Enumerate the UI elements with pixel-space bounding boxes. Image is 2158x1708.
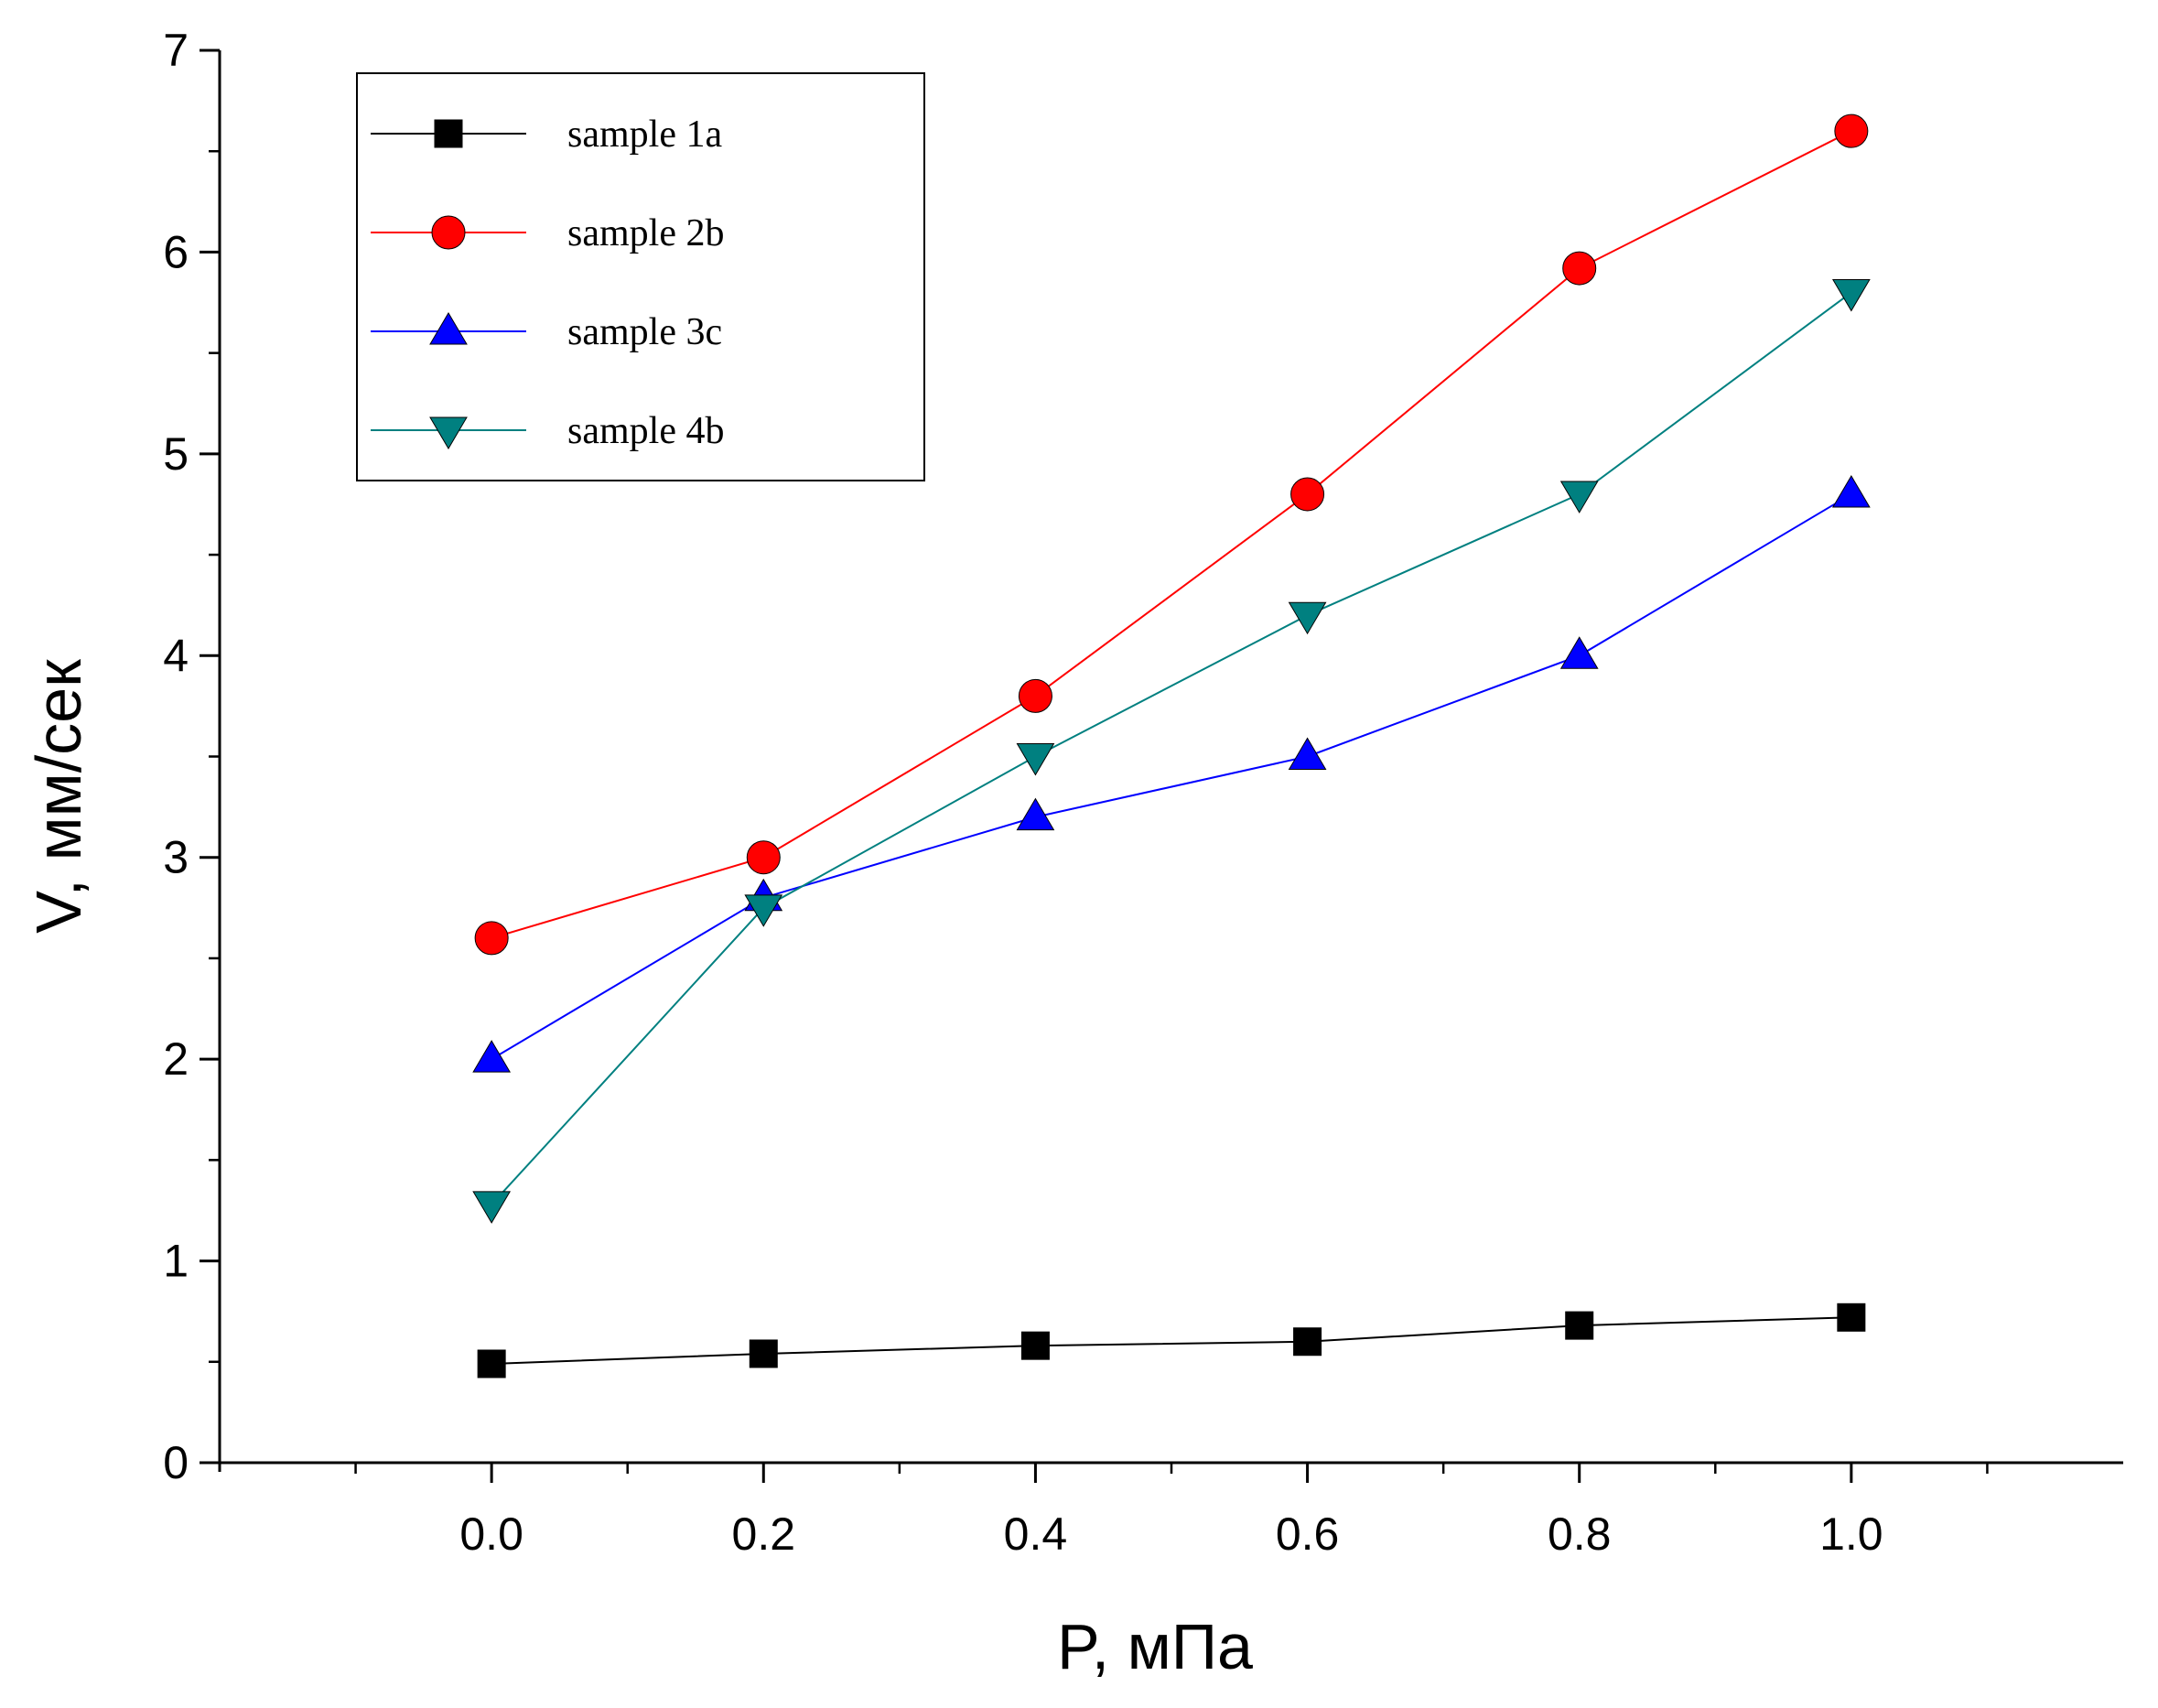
series-3 — [472, 474, 1871, 1073]
data-point — [1018, 678, 1052, 713]
y-tick-label: 4 — [163, 630, 189, 681]
legend-marker — [429, 416, 468, 449]
legend-marker — [434, 119, 463, 148]
data-point — [746, 840, 781, 875]
axes: 0 1 2 3 4 5 6 7 0.0 0.2 0.4 0.6 0.8 1.0 — [163, 25, 2123, 1560]
data-point — [1831, 474, 1871, 508]
legend-item: sample 4b — [371, 410, 724, 452]
data-point — [1020, 1331, 1050, 1360]
series-2 — [474, 114, 1869, 956]
series-4 — [472, 279, 1871, 1224]
data-point — [1565, 1311, 1594, 1340]
x-tick-label: 1.0 — [1819, 1508, 1883, 1560]
legend-marker — [431, 215, 466, 250]
series-line — [491, 493, 1852, 1061]
legend-item: sample 2b — [371, 212, 724, 254]
data-point — [1562, 251, 1597, 286]
y-tick-label: 0 — [163, 1437, 189, 1488]
series-line — [491, 1316, 1851, 1365]
series-line — [491, 130, 1852, 939]
legend-label: sample 2b — [567, 212, 724, 254]
x-tick-label: 0.0 — [459, 1508, 523, 1560]
data-point — [1559, 481, 1599, 513]
data-point — [1834, 114, 1869, 148]
data-point — [1016, 797, 1055, 831]
x-tick-label: 0.8 — [1548, 1508, 1612, 1560]
data-point — [1288, 601, 1327, 635]
legend-label: sample 3c — [567, 311, 722, 353]
legend-item: sample 3c — [371, 311, 722, 353]
y-tick-label: 7 — [163, 25, 189, 76]
data-point — [472, 1191, 512, 1224]
x-tick-label: 0.2 — [732, 1508, 796, 1560]
data-point — [744, 894, 783, 927]
data-point — [1290, 477, 1325, 512]
data-point — [1837, 1303, 1866, 1332]
data-point — [749, 1339, 778, 1368]
legend-label: sample 1a — [567, 114, 722, 156]
y-axis-title: V, мм/сек — [23, 659, 94, 934]
legend-item: sample 1a — [371, 114, 722, 156]
data-point — [1293, 1327, 1322, 1357]
data-point — [472, 1040, 512, 1073]
y-tick-label: 5 — [163, 428, 189, 480]
x-axis-title: P, мПа — [1057, 1611, 1253, 1682]
data-point — [1831, 279, 1871, 312]
legend-label: sample 4b — [567, 410, 724, 452]
legend: sample 1a sample 2b sample 3c sample 4b — [356, 72, 925, 481]
legend-items: sample 1a sample 2b sample 3c sample 4b — [371, 114, 724, 452]
data-point — [477, 1349, 506, 1378]
y-tick-label: 6 — [163, 226, 189, 277]
data-point — [474, 921, 509, 956]
series-layer — [472, 114, 1871, 1378]
x-tick-label: 0.4 — [1004, 1508, 1068, 1560]
data-point — [1288, 737, 1327, 770]
y-tick-label: 1 — [163, 1236, 189, 1287]
data-point — [1016, 743, 1055, 776]
series-1 — [477, 1303, 1866, 1378]
y-tick-label: 2 — [163, 1033, 189, 1085]
x-tick-label: 0.6 — [1276, 1508, 1340, 1560]
y-tick-label: 3 — [163, 832, 189, 883]
series-line — [491, 291, 1852, 1205]
legend-marker — [429, 312, 468, 345]
data-point — [1559, 636, 1599, 669]
